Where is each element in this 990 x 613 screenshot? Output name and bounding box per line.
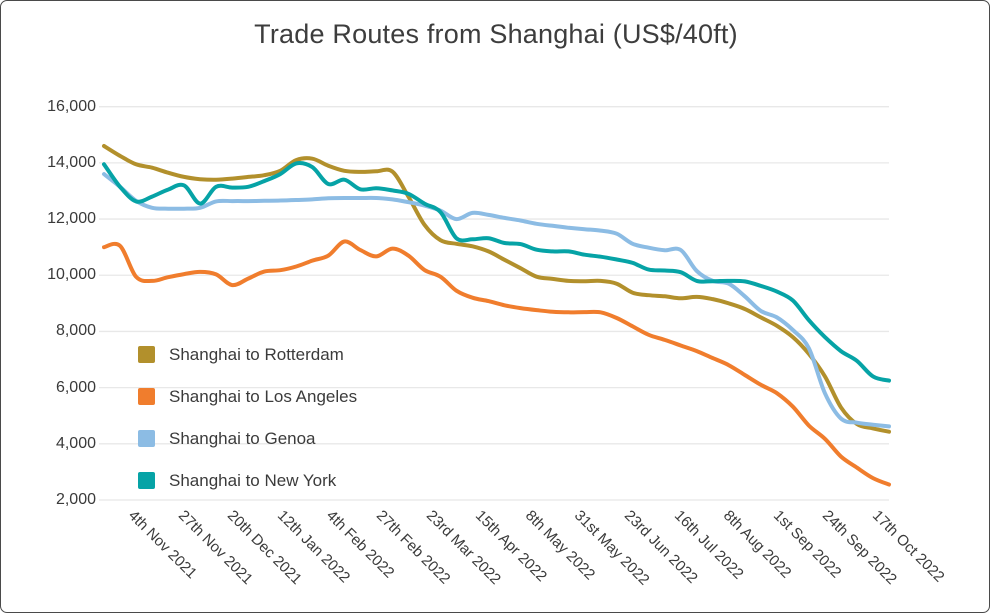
legend-item-shanghai-to-new-york[interactable]: Shanghai to New York: [138, 470, 357, 490]
legend-item-shanghai-to-genoa[interactable]: Shanghai to Genoa: [138, 428, 357, 448]
legend-label: Shanghai to Genoa: [169, 428, 316, 448]
series-line-shanghai-to-new-york[interactable]: [102, 161, 891, 383]
y-axis-tick-label: 10,000: [47, 266, 96, 284]
chart-title: Trade Routes from Shanghai (US$/40ft): [254, 19, 738, 49]
legend-swatch: [138, 430, 155, 447]
legend: Shanghai to Rotterdam Shanghai to Los Ang…: [138, 344, 358, 514]
legend-label: Shanghai to New York: [169, 470, 337, 490]
y-axis-tick-label: 12,000: [47, 210, 96, 228]
legend-swatch: [138, 472, 155, 489]
y-axis-tick-label: 4,000: [55, 434, 96, 452]
series-line-shanghai-to-los-angeles[interactable]: [102, 239, 891, 487]
y-axis-tick-label: 2,000: [55, 491, 96, 508]
legend-item-shanghai-to-rotterdam[interactable]: Shanghai to Rotterdam: [138, 344, 357, 364]
legend-swatch: [138, 346, 155, 363]
gridlines: [99, 106, 889, 501]
y-axis-tick-label: 14,000: [47, 153, 96, 171]
y-axis-tick-label: 16,000: [47, 97, 96, 115]
legend-swatch: [138, 388, 155, 405]
legend-label: Shanghai to Los Angeles: [169, 386, 358, 406]
legend-label: Shanghai to Rotterdam: [169, 344, 344, 364]
y-axis-tick-label: 8,000: [55, 322, 96, 340]
series-lines: [102, 144, 891, 487]
series-line-shanghai-to-genoa[interactable]: [102, 172, 891, 429]
y-axis-tick-label: 6,000: [55, 378, 96, 396]
legend-item-shanghai-to-los-angeles[interactable]: Shanghai to Los Angeles: [138, 386, 358, 406]
series-line-shanghai-to-rotterdam[interactable]: [102, 144, 891, 434]
